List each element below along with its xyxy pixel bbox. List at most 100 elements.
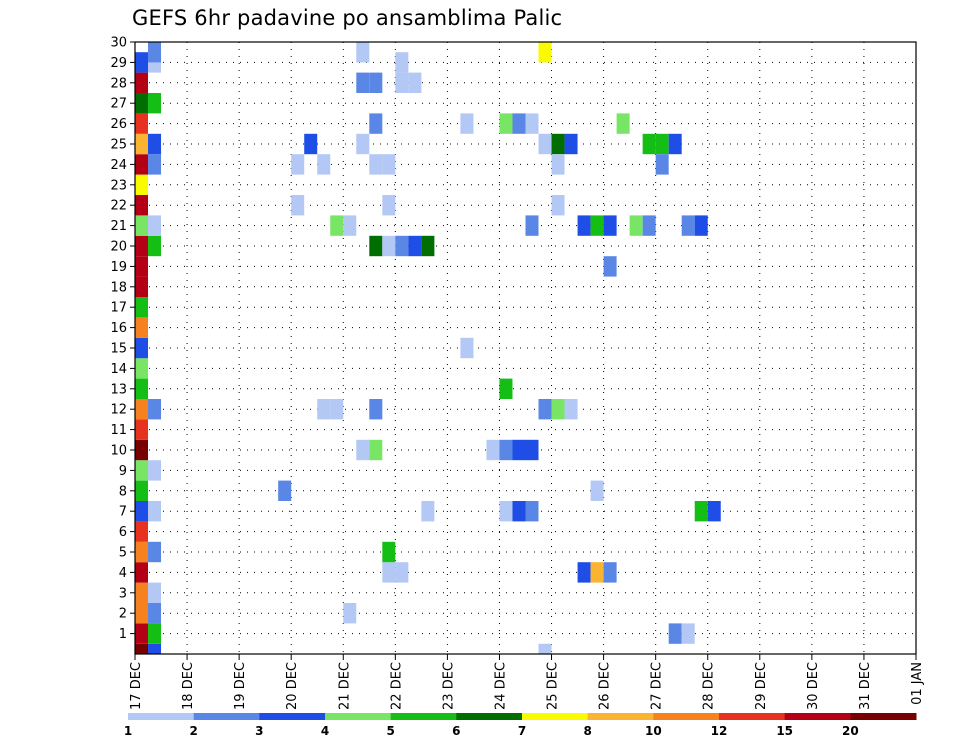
y-tick-label: 13	[110, 382, 127, 397]
x-tick-label: 31 DEC	[858, 662, 873, 710]
heatmap-cell	[135, 337, 149, 359]
colorbar-label: 4	[321, 724, 329, 738]
heatmap-cell	[486, 439, 500, 461]
colorbar-label: 8	[583, 724, 591, 738]
y-tick-label: 23	[110, 178, 127, 193]
heatmap-cell	[382, 235, 396, 257]
heatmap-cell	[369, 439, 383, 461]
heatmap-cell	[135, 439, 149, 461]
heatmap-cell	[616, 113, 630, 134]
heatmap-cell	[135, 562, 149, 583]
y-tick-label: 7	[119, 505, 127, 520]
heatmap-cell	[356, 72, 370, 93]
heatmap-cell	[395, 72, 409, 93]
y-tick-label: 15	[110, 342, 127, 357]
y-tick-label: 19	[110, 260, 127, 275]
x-tick-label: 28 DEC	[702, 662, 717, 710]
heatmap-cell	[395, 52, 409, 73]
colorbar-label: 10	[645, 724, 662, 738]
heatmap-cell	[538, 399, 552, 420]
heatmap-cell	[343, 215, 357, 236]
heatmap-cell	[135, 256, 149, 277]
heatmap-cell	[408, 235, 422, 257]
heatmap-cell	[681, 215, 695, 236]
heatmap-cell	[148, 582, 162, 603]
colorbar-label: 12	[711, 724, 728, 738]
heatmap-cell	[291, 154, 305, 175]
x-tick-label: 27 DEC	[650, 662, 665, 710]
colorbar-label: 2	[189, 724, 197, 738]
heatmap-cell	[655, 133, 669, 155]
heatmap-cell	[135, 419, 149, 440]
heatmap-cell	[135, 643, 149, 654]
y-tick-label: 18	[110, 280, 127, 295]
heatmap-cell	[681, 623, 695, 644]
chart-title: GEFS 6hr padavine po ansamblima Palic	[132, 6, 563, 30]
heatmap-cell	[590, 480, 604, 501]
y-tick-label: 24	[110, 158, 127, 173]
heatmap-cell	[148, 42, 162, 63]
colorbar-swatch	[259, 713, 326, 720]
heatmap-cell	[603, 215, 617, 236]
heatmap-cell	[603, 562, 617, 583]
colorbar-swatch	[193, 713, 260, 720]
heatmap-cell	[278, 480, 292, 501]
heatmap-cell	[551, 399, 565, 420]
heatmap-cell	[135, 521, 149, 542]
heatmap-cell	[694, 501, 708, 522]
y-tick-label: 16	[110, 321, 127, 336]
heatmap-cell	[382, 562, 396, 583]
y-tick-label: 28	[110, 76, 127, 91]
colorbar-swatch	[587, 713, 654, 720]
heatmap-cell	[148, 215, 162, 236]
heatmap-cell	[408, 72, 422, 93]
heatmap-cell	[421, 501, 435, 522]
y-tick-label: 4	[119, 566, 127, 581]
heatmap-cell	[135, 378, 149, 399]
heatmap-cell	[460, 337, 474, 359]
heatmap-cell	[148, 603, 162, 624]
heatmap-cell	[629, 215, 643, 236]
heatmap-cell	[369, 235, 383, 257]
colorbar-label: 15	[776, 724, 793, 738]
heatmap-cell	[577, 215, 591, 236]
heatmap-cell	[317, 154, 331, 175]
colorbar-swatch	[390, 713, 457, 720]
heatmap-cell	[564, 399, 578, 420]
y-tick-label: 8	[119, 484, 127, 499]
y-tick-label: 5	[119, 546, 127, 561]
heatmap-cell	[577, 562, 591, 583]
heatmap-cell	[538, 42, 552, 63]
heatmap-cell	[304, 133, 318, 155]
heatmap-cell	[538, 133, 552, 155]
y-tick-label: 6	[119, 525, 127, 540]
heatmap-cell	[135, 460, 149, 481]
heatmap-cell	[642, 215, 656, 236]
heatmap-cell	[135, 72, 149, 93]
heatmap-cells	[135, 42, 721, 654]
colorbar-swatch	[128, 713, 195, 720]
heatmap-cell	[148, 235, 162, 257]
heatmap-cell	[135, 133, 149, 155]
heatmap-cell	[135, 541, 149, 563]
x-tick-label: 20 DEC	[285, 662, 300, 710]
colorbar-swatch	[456, 713, 523, 720]
heatmap-cell	[135, 297, 149, 318]
heatmap-cell	[382, 541, 396, 563]
y-tick-label: 27	[110, 97, 127, 112]
heatmap-cell	[642, 133, 656, 155]
x-tick-label: 25 DEC	[546, 662, 561, 710]
heatmap-cell	[460, 113, 474, 134]
heatmap-cell	[512, 501, 526, 522]
y-tick-label: 30	[110, 36, 127, 51]
heatmap-cell	[135, 501, 149, 522]
x-tick-label: 19 DEC	[233, 662, 248, 710]
heatmap-cell	[148, 93, 162, 114]
heatmap-cell	[135, 603, 149, 624]
heatmap-cell	[148, 399, 162, 420]
y-tick-label: 29	[110, 56, 127, 71]
x-tick-label: 24 DEC	[493, 662, 508, 710]
heatmap-cell	[148, 460, 162, 481]
y-tick-label: 1	[119, 627, 127, 642]
heatmap-cell	[291, 195, 305, 216]
